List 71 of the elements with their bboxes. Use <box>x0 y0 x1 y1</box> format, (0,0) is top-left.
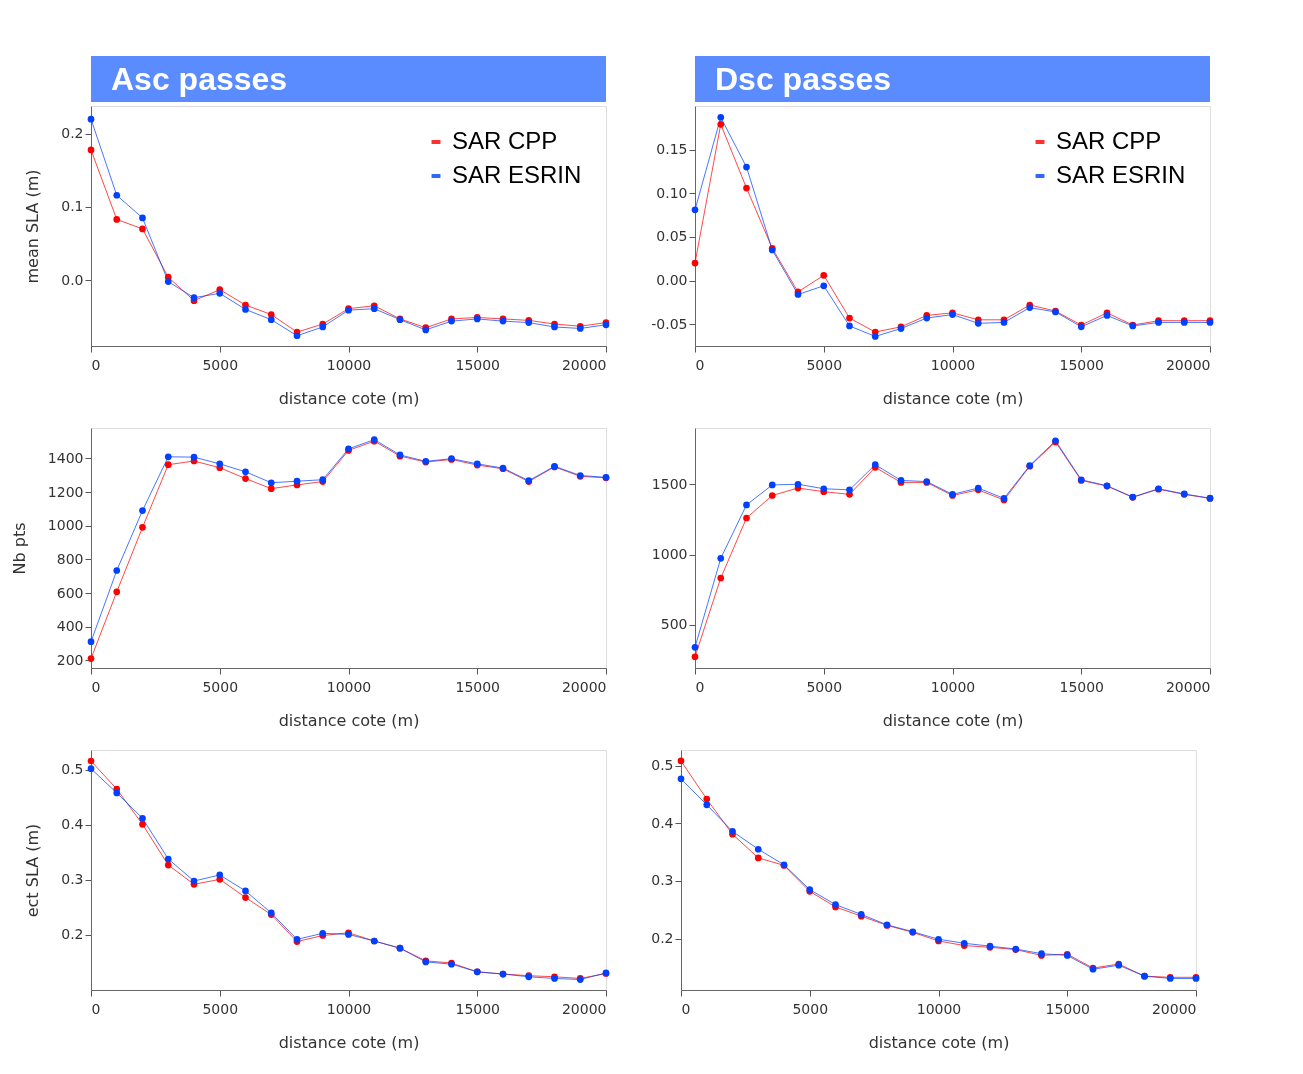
x-tick-label: 10000 <box>930 678 976 695</box>
x-tick-label: 15000 <box>455 1000 501 1017</box>
y-axis-title: Nb pts <box>9 522 29 575</box>
x-tick-label: 0 <box>91 678 101 695</box>
y-tick-label: 0.5 <box>61 761 84 778</box>
x-tick-label: 20000 <box>1151 1000 1197 1017</box>
x-axis-title: distance cote (m) <box>278 388 420 408</box>
legend-label: SAR CPP <box>1056 127 1162 154</box>
x-tick-label: 15000 <box>455 356 501 373</box>
y-tick-label: 1000 <box>47 517 84 534</box>
x-tick-label: 10000 <box>916 1000 962 1017</box>
y-tick-label: 0.2 <box>61 926 84 943</box>
y-tick-label: 0.2 <box>61 125 84 142</box>
x-tick-label: 20000 <box>561 678 607 695</box>
y-tick-label: 0.3 <box>61 871 84 888</box>
y-tick-label: 0.1 <box>61 198 84 215</box>
y-tick-label: 0.10 <box>656 184 688 201</box>
x-tick-label: 0 <box>695 356 705 373</box>
x-tick-label: 0 <box>91 356 101 373</box>
x-tick-label: 10000 <box>326 356 372 373</box>
x-tick-label: 10000 <box>930 356 976 373</box>
y-tick-label: 400 <box>56 618 84 635</box>
x-tick-label: 10000 <box>326 1000 372 1017</box>
chart-title: Dsc passes <box>715 61 892 97</box>
x-tick-label: 5000 <box>792 1000 829 1017</box>
x-tick-label: 5000 <box>202 678 239 695</box>
y-tick-label: 0.4 <box>651 814 674 831</box>
x-axis-title: distance cote (m) <box>882 388 1024 408</box>
x-tick-label: 10000 <box>326 678 372 695</box>
y-tick-label: 1500 <box>651 475 688 492</box>
x-tick-label: 5000 <box>806 356 843 373</box>
x-axis-title: distance cote (m) <box>278 1032 420 1052</box>
y-tick-label: 0.0 <box>61 271 84 288</box>
y-tick-label: 500 <box>660 616 688 633</box>
legend-label: SAR ESRIN <box>452 161 582 188</box>
legend-label: SAR ESRIN <box>1056 161 1186 188</box>
x-tick-label: 20000 <box>561 356 607 373</box>
y-tick-label: 1200 <box>47 483 84 500</box>
y-tick-label: 1400 <box>47 449 84 466</box>
x-tick-label: 0 <box>681 1000 691 1017</box>
y-axis-title: ect SLA (m) <box>23 823 43 918</box>
y-tick-label: 0.00 <box>656 272 688 289</box>
x-tick-label: 15000 <box>1059 678 1105 695</box>
y-tick-label: 0.05 <box>656 228 688 245</box>
x-tick-label: 0 <box>695 678 705 695</box>
y-tick-label: 800 <box>56 550 84 567</box>
x-tick-label: 5000 <box>202 356 239 373</box>
y-tick-label: 0.5 <box>651 757 674 774</box>
x-tick-label: 20000 <box>561 1000 607 1017</box>
y-tick-label: 0.3 <box>651 872 674 889</box>
y-tick-label: 0.15 <box>656 141 688 158</box>
y-tick-label: -0.05 <box>651 315 688 332</box>
x-axis-title: distance cote (m) <box>278 710 420 730</box>
x-tick-label: 15000 <box>455 678 501 695</box>
y-tick-label: 0.2 <box>651 930 674 947</box>
x-tick-label: 15000 <box>1045 1000 1091 1017</box>
y-tick-label: 0.4 <box>61 816 84 833</box>
y-tick-label: 1000 <box>651 546 688 563</box>
x-axis-title: distance cote (m) <box>868 1032 1010 1052</box>
x-tick-label: 20000 <box>1165 356 1211 373</box>
x-axis-title: distance cote (m) <box>882 710 1024 730</box>
y-tick-label: 600 <box>56 584 84 601</box>
y-axis-title: mean SLA (m) <box>23 169 43 284</box>
x-tick-label: 0 <box>91 1000 101 1017</box>
chart-title: Asc passes <box>111 61 288 97</box>
x-tick-label: 20000 <box>1165 678 1211 695</box>
x-tick-label: 5000 <box>806 678 843 695</box>
legend-label: SAR CPP <box>452 127 558 154</box>
x-tick-label: 5000 <box>202 1000 239 1017</box>
x-tick-label: 15000 <box>1059 356 1105 373</box>
y-tick-label: 200 <box>56 651 84 668</box>
